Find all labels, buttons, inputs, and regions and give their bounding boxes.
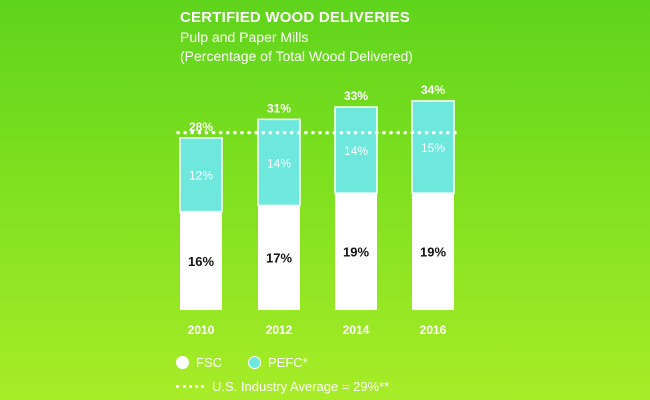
- dotted-line-icon: [176, 384, 204, 388]
- label-total-2014: 33%: [344, 89, 368, 103]
- bar-fsc-2010: [180, 211, 222, 310]
- legend-label-fsc: FSC: [196, 354, 222, 370]
- label-total-2012: 31%: [267, 101, 291, 115]
- legend: FSC PEFC* U.S. Industry Average = 29%**: [176, 352, 389, 396]
- bar-pefc-2010: [179, 137, 223, 213]
- label-pefc-2012: 14%: [267, 156, 291, 170]
- label-total-2016: 34%: [421, 83, 445, 97]
- x-tick-2010: 2010: [188, 323, 215, 337]
- label-fsc-2014: 19%: [343, 245, 369, 260]
- chart-subtitle-2: (Percentage of Total Wood Delivered): [180, 48, 413, 64]
- label-pefc-2014: 14%: [344, 144, 368, 158]
- chart-title: CERTIFIED WOOD DELIVERIES: [180, 9, 411, 26]
- label-fsc-2012: 17%: [266, 251, 292, 266]
- pefc-swatch-icon: [248, 355, 261, 369]
- legend-item-pefc: PEFC*: [248, 355, 308, 370]
- bar-fsc-2016: [412, 193, 454, 310]
- x-tick-2016: 2016: [420, 323, 447, 337]
- legend-item-fsc: FSC: [176, 355, 222, 370]
- legend-average-row: U.S. Industry Average = 29%**: [176, 376, 389, 396]
- legend-series-row: FSC PEFC*: [176, 352, 389, 372]
- x-tick-2012: 2012: [266, 323, 293, 337]
- legend-label-average: U.S. Industry Average = 29%**: [212, 378, 390, 394]
- label-fsc-2010: 16%: [188, 254, 214, 269]
- bar-pefc-2014: [334, 106, 378, 194]
- x-tick-2014: 2014: [343, 323, 370, 337]
- chart-subtitle-1: Pulp and Paper Mills: [180, 29, 309, 45]
- fsc-swatch-icon: [176, 355, 189, 369]
- bar-fsc-2014: [335, 193, 377, 310]
- chart-titles: CERTIFIED WOOD DELIVERIES Pulp and Paper…: [180, 8, 413, 66]
- legend-label-pefc: PEFC*: [268, 354, 308, 370]
- bar-pefc-2016: [411, 100, 455, 194]
- label-fsc-2016: 19%: [420, 245, 446, 260]
- bar-fsc-2012: [258, 205, 300, 310]
- label-pefc-2010: 12%: [189, 169, 213, 183]
- label-total-2010: 28%: [189, 120, 213, 134]
- label-pefc-2016: 15%: [421, 141, 445, 155]
